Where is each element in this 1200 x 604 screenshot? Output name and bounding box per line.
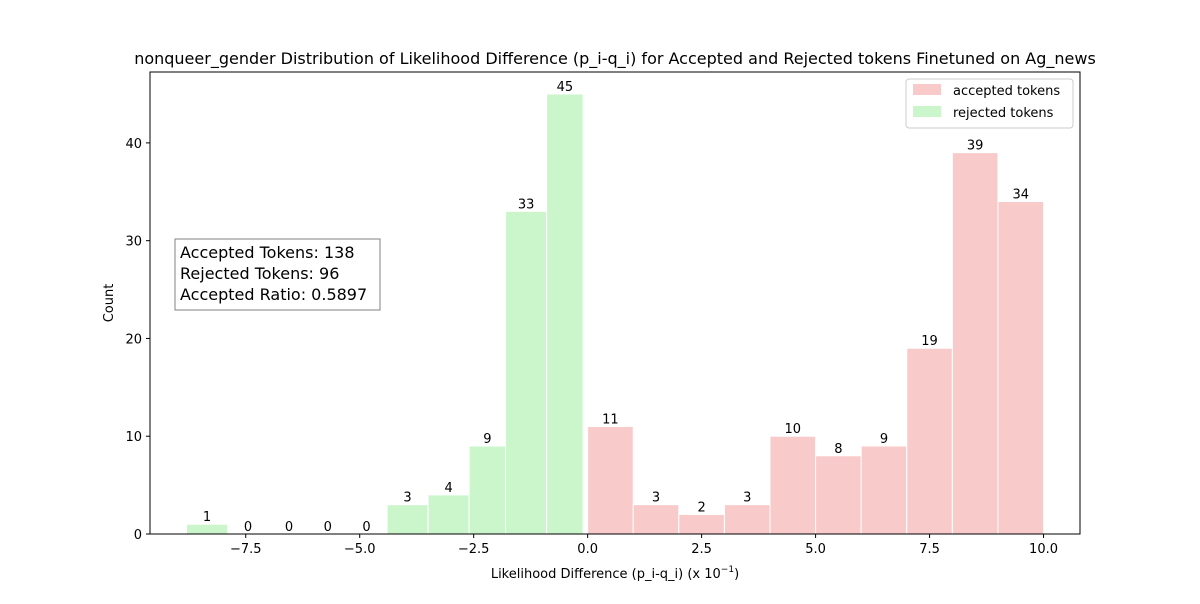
y-tick-label: 10 xyxy=(125,430,142,445)
bar-label-rejected-9: 45 xyxy=(557,80,574,95)
bar-label-accepted-1: 3 xyxy=(652,491,660,506)
bar-label-accepted-2: 2 xyxy=(697,500,705,515)
bar-accepted-8 xyxy=(951,152,999,535)
x-tick-label: −5.0 xyxy=(344,542,376,557)
bar-rejected-8 xyxy=(505,210,548,535)
stats-accepted-ratio: Accepted Ratio: 0.5897 xyxy=(180,285,367,304)
bar-rejected-0 xyxy=(185,523,228,535)
bar-accepted-4 xyxy=(769,435,817,535)
bar-label-accepted-8: 39 xyxy=(967,139,984,154)
x-axis-label: Likelihood Difference (p_i-q_i) (x 10−1) xyxy=(491,565,739,582)
stats-box-frame xyxy=(174,238,381,311)
bar-rejected-5 xyxy=(386,504,429,535)
bars-group xyxy=(185,93,1045,535)
y-tick-label: 20 xyxy=(125,332,142,347)
legend-swatch-accepted xyxy=(913,84,941,95)
bar-label-accepted-4: 10 xyxy=(785,422,802,437)
y-tick-label: 40 xyxy=(125,137,142,152)
bar-accepted-1 xyxy=(632,504,680,535)
bar-label-accepted-6: 9 xyxy=(880,432,888,447)
bar-accepted-3 xyxy=(723,504,771,535)
stats-rejected-tokens: Rejected Tokens: 96 xyxy=(180,264,339,283)
bar-label-accepted-0: 11 xyxy=(602,412,619,427)
legend: accepted tokens rejected tokens xyxy=(905,78,1074,129)
bar-rejected-9 xyxy=(546,93,584,535)
bar-label-accepted-7: 19 xyxy=(921,334,938,349)
stats-accepted-tokens: Accepted Tokens: 138 xyxy=(180,243,355,262)
x-axis: −7.5 −5.0 −2.5 0.0 2.5 5.0 7.5 10.0 xyxy=(230,534,1058,557)
bar-label-rejected-6: 4 xyxy=(444,481,452,496)
y-tick-label: 0 xyxy=(134,528,142,543)
legend-frame xyxy=(905,78,1074,129)
x-tick-label: 5.0 xyxy=(805,542,826,557)
chart-title: nonqueer_gender Distribution of Likeliho… xyxy=(134,49,1096,69)
bar-label-rejected-4: 0 xyxy=(362,520,370,535)
bar-accepted-2 xyxy=(678,513,725,535)
x-tick-label: 7.5 xyxy=(919,542,940,557)
bar-label-rejected-8: 33 xyxy=(518,197,535,212)
y-tick-label: 30 xyxy=(125,235,142,250)
legend-label-accepted: accepted tokens xyxy=(953,84,1060,99)
bar-label-rejected-1: 0 xyxy=(244,520,252,535)
bar-label-accepted-3: 3 xyxy=(743,491,751,506)
bar-accepted-0 xyxy=(587,425,634,535)
x-tick-label: 0.0 xyxy=(577,542,598,557)
bar-label-rejected-0: 1 xyxy=(203,510,211,525)
bar-accepted-7 xyxy=(906,347,953,535)
bar-label-rejected-2: 0 xyxy=(285,520,293,535)
bar-rejected-6 xyxy=(427,494,470,535)
bar-rejected-7 xyxy=(468,445,507,535)
x-tick-label: −7.5 xyxy=(230,542,262,557)
y-axis: 0 10 20 30 40 xyxy=(125,137,150,543)
bar-label-rejected-7: 9 xyxy=(483,432,491,447)
x-tick-label: 10.0 xyxy=(1029,542,1058,557)
bar-label-accepted-9: 34 xyxy=(1012,188,1029,203)
plot-frame xyxy=(149,71,1081,535)
legend-swatch-rejected xyxy=(913,106,941,117)
bar-label-rejected-5: 3 xyxy=(403,491,411,506)
stats-box: Accepted Tokens: 138 Rejected Tokens: 96… xyxy=(174,238,381,311)
bar-label-accepted-5: 8 xyxy=(834,442,842,457)
bar-accepted-9 xyxy=(997,201,1045,535)
legend-label-rejected: rejected tokens xyxy=(953,106,1054,121)
x-tick-label: 2.5 xyxy=(691,542,712,557)
x-tick-label: −2.5 xyxy=(458,542,490,557)
bar-label-rejected-3: 0 xyxy=(324,520,332,535)
y-axis-label: Count xyxy=(102,284,117,323)
bar-accepted-5 xyxy=(815,455,862,535)
bar-accepted-6 xyxy=(860,445,908,535)
